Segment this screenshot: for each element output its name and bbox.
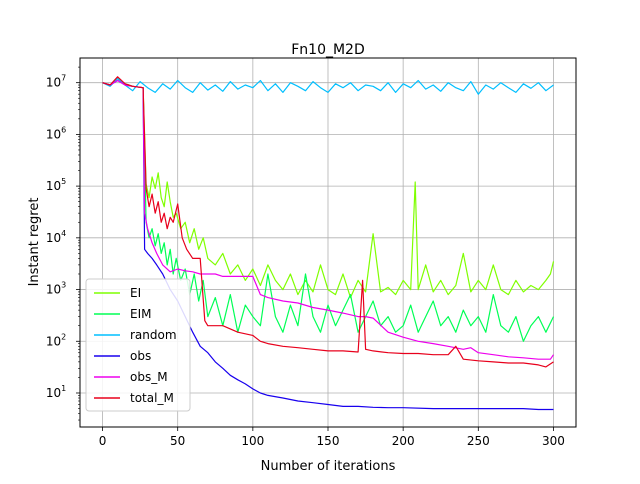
legend-box [85,278,191,412]
x-tick-label: 50 [170,434,185,448]
y-tick-label: 103 [46,281,66,297]
x-tick-label: 150 [317,434,340,448]
y-tick-label: 107 [46,74,66,90]
series-lines [102,76,555,411]
x-tick-label: 0 [99,434,107,448]
y-tick-label: 102 [46,332,66,348]
y-tick-label: 105 [46,177,66,193]
grid [80,58,576,427]
series-line-obs [102,79,554,411]
legend-label-obs: obs [130,349,151,363]
series-line-random [102,77,554,95]
series-line-eim [102,77,555,342]
legend-label-random: random [130,328,177,342]
legend: EI EIM random obs obs_M total_M [85,278,191,412]
series-line-obs-m [102,79,554,360]
legend-label-eim: EIM [130,307,151,321]
y-tick-label: 104 [46,229,66,245]
legend-label-total-m: total_M [130,391,174,405]
x-tick-label: 250 [467,434,490,448]
y-axis-label: Instant regret [27,198,42,287]
chart-title: Fn10_M2D [291,42,365,58]
y-tick-label: 101 [46,384,66,400]
x-axis-ticks: 0 50 100 150 200 250 300 [99,427,565,448]
series-line-total-m [102,76,554,368]
y-axis-ticks: 101 102 103 104 105 106 107 [46,66,80,421]
legend-label-ei: EI [130,286,141,300]
x-tick-label: 100 [241,434,264,448]
x-tick-label: 300 [542,434,565,448]
x-axis-label: Number of iterations [261,459,396,474]
legend-label-obs-m: obs_M [130,370,168,384]
series-line-ei [102,77,555,299]
y-tick-label: 106 [46,125,66,141]
x-tick-label: 200 [392,434,415,448]
